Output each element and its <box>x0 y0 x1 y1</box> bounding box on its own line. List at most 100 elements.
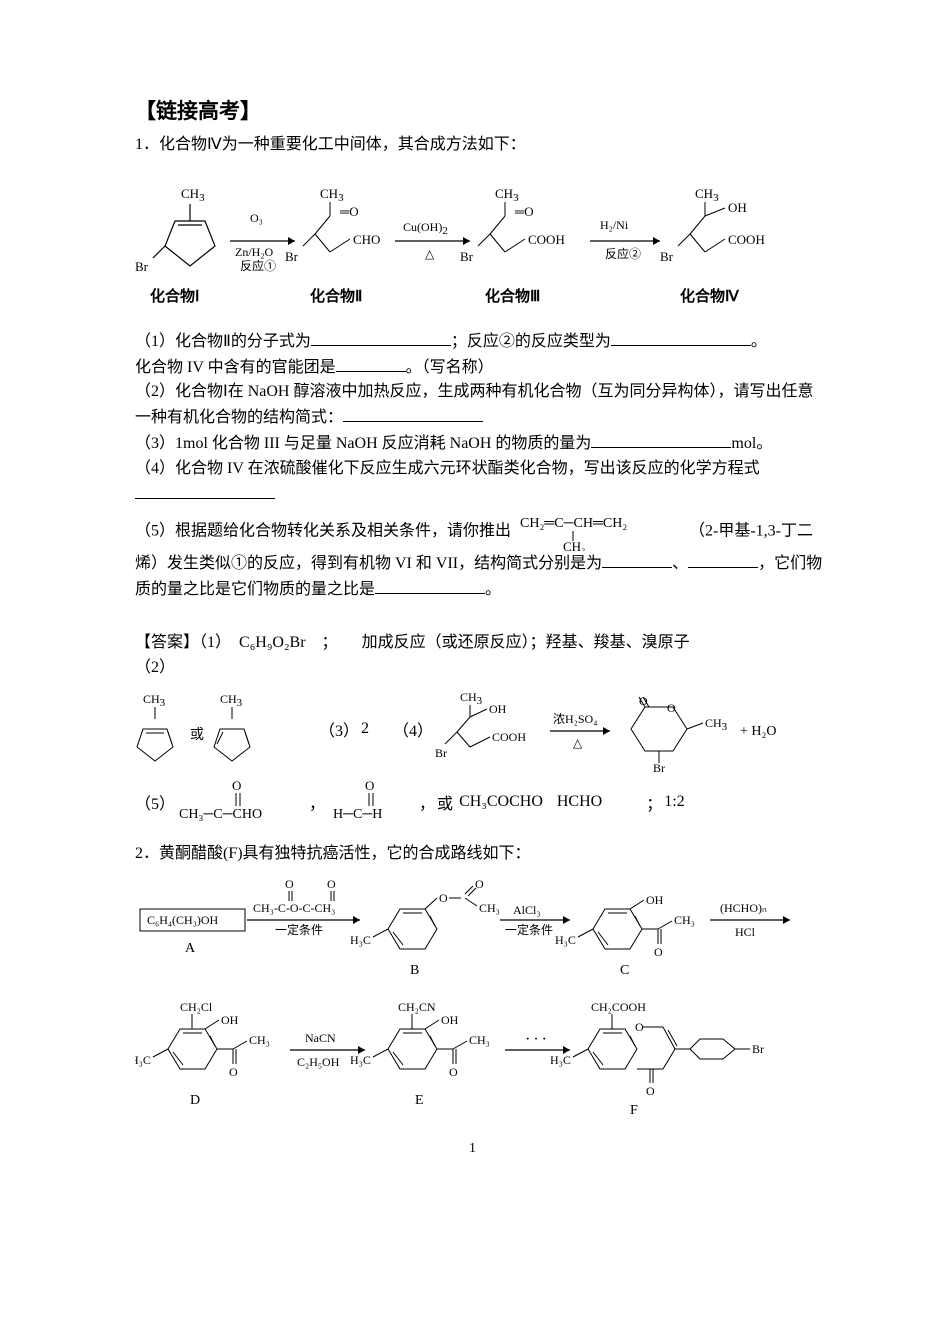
svg-text:C₂H₅OH: C₂H₅OH <box>297 1055 340 1069</box>
svg-text:CH₃: CH₃ <box>479 901 500 915</box>
svg-text:AlCl₃: AlCl₃ <box>513 903 541 917</box>
svg-text:Br: Br <box>285 249 299 264</box>
svg-text:或: 或 <box>190 727 204 743</box>
svg-text:O: O <box>439 891 448 905</box>
svg-text:B: B <box>410 963 419 978</box>
text: 加成反应（或还原反应）；羟基、羧基、溴原子 <box>362 634 690 651</box>
text: 。 <box>751 333 767 350</box>
text: （3）1mol 化合物 III 与足量 NaOH 反应消耗 NaOH 的物质的量… <box>135 435 591 452</box>
ans3-val: 2 <box>361 720 369 738</box>
svg-text:Br: Br <box>653 761 665 772</box>
svg-text:═O: ═O <box>339 204 359 219</box>
svg-text:C: C <box>620 963 629 978</box>
svg-text:CH₃─C─CHO: CH₃─C─CHO <box>179 807 262 822</box>
blank <box>336 355 406 372</box>
text: （5） <box>135 790 175 814</box>
svg-text:H₃C: H₃C <box>555 933 576 947</box>
svg-text:(HCHO)ₙ: (HCHO)ₙ <box>720 901 767 915</box>
text: mol。 <box>731 435 772 452</box>
svg-text:CH3: CH3 <box>695 186 719 204</box>
q1-part2: （2）化合物Ⅰ在 NaOH 醇溶液中加热反应，生成两种有机化合物（互为同分异构体… <box>135 380 825 431</box>
svg-text:O: O <box>635 1020 644 1034</box>
svg-text:CH₃-C-O-C-CH₃: CH₃-C-O-C-CH₃ <box>253 901 335 915</box>
svg-text:+ H₂O: + H₂O <box>740 724 777 739</box>
svg-text:H₃C: H₃C <box>135 1053 151 1067</box>
ans5-ratio: 1:2 <box>664 793 684 811</box>
q1-part4: （4）化合物 IV 在浓硫酸催化下反应生成六元环状酯类化合物，写出该反应的化学方… <box>135 457 825 508</box>
svg-text:F: F <box>630 1103 638 1118</box>
q1-part5: （5）根据题给化合物转化关系及相关条件，请你推出 CH₂═C─CH═CH₂ CH… <box>135 513 825 603</box>
svg-text:CH₂COOH: CH₂COOH <box>591 1000 646 1014</box>
text: ； <box>322 634 338 651</box>
arrow1-top: O₃ <box>250 211 263 225</box>
arrow3-bot: 反应② <box>605 246 641 261</box>
ans5-or: 或 <box>437 790 453 814</box>
cpd2-label: 化合物Ⅱ <box>310 287 362 305</box>
answer-block: 【答案】（1） C₆H₉O₂Br ； 加成反应（或还原反应）；羟基、羧基、溴原子… <box>135 631 825 681</box>
q1-part3: （3）1mol 化合物 III 与足量 NaOH 反应消耗 NaOH 的物质的量… <box>135 431 825 457</box>
answer5: （5） O CH₃─C─CHO ， O H─C─H ， 或 CH₃COCHO H… <box>135 778 825 826</box>
svg-text:CH₂Cl: CH₂Cl <box>180 1000 213 1014</box>
answer-label: 【答案】 <box>135 634 199 651</box>
svg-text:···: ··· <box>525 1031 550 1048</box>
cpd4-label: 化合物Ⅳ <box>680 287 740 305</box>
svg-text:COOH: COOH <box>492 730 526 744</box>
svg-text:O: O <box>232 778 241 793</box>
svg-text:O: O <box>475 877 484 891</box>
svg-text:CH3: CH3 <box>495 186 519 204</box>
text: （4）化合物 IV 在浓硫酸催化下反应生成六元环状酯类化合物，写出该反应的化学方… <box>135 460 760 477</box>
blank <box>311 329 451 346</box>
section-header: 【链接高考】 <box>135 95 825 125</box>
svg-text:CH3: CH3 <box>220 692 243 709</box>
inline-isoprene: CH₂═C─CH═CH₂ CH₃ <box>515 513 685 551</box>
svg-text:NaCN: NaCN <box>305 1031 336 1045</box>
svg-text:O: O <box>646 1084 655 1098</box>
text: ；反应②的反应类型为 <box>451 333 611 350</box>
blank <box>591 431 731 448</box>
arrow2-bot: △ <box>425 247 435 261</box>
svg-text:O: O <box>285 877 294 891</box>
svg-text:O: O <box>654 945 663 959</box>
svg-text:Br: Br <box>660 249 674 264</box>
svg-text:Br: Br <box>435 746 447 760</box>
svg-text:COOH: COOH <box>728 232 765 247</box>
svg-text:O: O <box>229 1065 238 1079</box>
svg-text:CH₃: CH₃ <box>674 913 695 927</box>
svg-text:HCl: HCl <box>735 925 756 939</box>
svg-text:Br: Br <box>460 249 474 264</box>
ans5-alt1: CH₃COCHO <box>459 793 543 811</box>
q1-intro: 1．化合物Ⅳ为一种重要化工中间体，其合成方法如下： <box>135 133 825 158</box>
text: （2） <box>135 659 175 676</box>
ans5-struct1: O CH₃─C─CHO <box>177 778 307 826</box>
svg-text:D: D <box>190 1093 200 1108</box>
q2-intro: 2．黄酮醋酸(F)具有独特抗癌活性，它的合成路线如下： <box>135 842 825 867</box>
svg-text:CH3: CH3 <box>320 186 344 204</box>
svg-text:CHO: CHO <box>353 232 380 247</box>
svg-text:═O: ═O <box>514 204 534 219</box>
blank <box>611 329 751 346</box>
svg-text:C₆H₄(CH₃)OH: C₆H₄(CH₃)OH <box>147 913 219 927</box>
svg-text:H₃C: H₃C <box>350 933 371 947</box>
label-ch3: CH3 <box>181 186 205 204</box>
svg-text:△: △ <box>573 736 583 750</box>
q1-part1: （1）化合物Ⅱ的分子式为；反应②的反应类型为。 化合物 IV 中含有的官能团是。… <box>135 329 825 381</box>
svg-text:CH₃: CH₃ <box>469 1033 490 1047</box>
svg-text:OH: OH <box>221 1013 239 1027</box>
q2-scheme: C₆H₄(CH₃)OH A O O CH₃-C-O-C-CH₃ 一定条件 <box>135 874 825 1139</box>
blank <box>135 482 275 499</box>
blank <box>602 551 672 568</box>
text: （4） <box>393 717 433 741</box>
svg-text:CH3: CH3 <box>143 692 166 709</box>
svg-text:浓H₂SO₄: 浓H₂SO₄ <box>553 712 597 726</box>
cpd1-label: 化合物Ⅰ <box>150 287 199 305</box>
label-br: Br <box>135 259 149 274</box>
cpd3-label: 化合物Ⅲ <box>485 287 540 305</box>
svg-text:O: O <box>667 701 676 715</box>
blank <box>375 577 485 594</box>
answer-structures: CH3 或 CH3 （3）2 （4） CH3 <box>135 687 825 772</box>
arrow1-mid: Zn/H₂O <box>235 245 274 259</box>
text: ； <box>646 790 662 814</box>
svg-text:CH3: CH3 <box>460 690 483 707</box>
svg-text:CH3: CH3 <box>705 716 728 733</box>
text: （1）化合物Ⅱ的分子式为 <box>135 333 311 350</box>
